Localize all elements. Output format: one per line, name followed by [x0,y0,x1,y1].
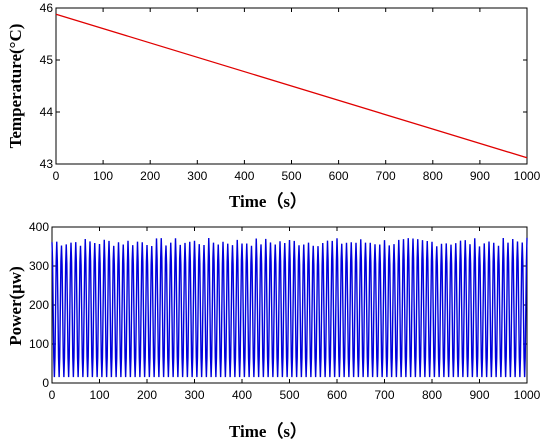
power-x-tick-label: 100 [89,388,109,402]
temperature-x-tick-label: 100 [93,169,113,183]
temperature-x-tick-label: 900 [470,169,490,183]
temperature-x-tick-label: 700 [376,169,396,183]
temperature-y-tick-label: 45 [40,53,54,67]
power-x-tick-label: 600 [327,388,347,402]
power-x-ticks: 0 100 200 300 400 500 600 700 800 900 1000 [49,227,541,402]
power-x-tick-label: 900 [469,388,489,402]
power-x-tick-label: 0 [49,388,56,402]
temperature-x-tick-label: 400 [234,169,254,183]
temperature-x-axis-label: Time（s） [229,191,307,211]
temperature-x-tick-label: 0 [53,169,60,183]
temperature-series [55,13,528,159]
power-x-tick-label: 500 [279,388,299,402]
temperature-x-tick-label: 200 [140,169,160,183]
power-x-tick-label: 700 [374,388,394,402]
temperature-y-tick-label: 43 [40,157,54,171]
temperature-series-line [55,13,528,159]
power-y-tick-label: 100 [29,337,49,351]
temperature-x-tick-label: 300 [187,169,207,183]
power-x-tick-label: 1000 [514,388,541,402]
power-x-tick-label: 300 [184,388,204,402]
power-y-tick-label: 0 [42,376,49,390]
temperature-x-tick-label: 500 [281,169,301,183]
power-x-tick-label: 800 [422,388,442,402]
temperature-y-tick-label: 44 [40,105,54,119]
temperature-y-axis-label: Temperature(°C) [6,24,25,149]
temperature-x-ticks: 0 100 200 300 400 500 600 700 800 900 1000 [53,8,541,183]
power-y-tick-label: 400 [29,220,49,234]
temperature-chart: 0 100 200 300 400 500 600 700 800 900 1000 4344454… [6,1,541,211]
temperature-y-tick-label: 46 [40,1,54,15]
temperature-y-ticks: 43 44 45 46 [40,1,527,171]
temperature-x-tick-label: 800 [423,169,443,183]
power-y-tick-label: 300 [29,259,49,273]
power-series-line [51,237,528,378]
power-chart: 0 100 200 300 400 500 600 700 800 900 1000 0 100 200… [6,220,541,441]
power-x-axis-label: Time（s） [229,421,307,441]
temperature-x-tick-label: 600 [329,169,349,183]
power-y-tick-label: 200 [29,298,49,312]
power-y-axis-label: Power(μw) [6,266,25,346]
power-series [51,237,528,378]
power-x-tick-label: 400 [232,388,252,402]
power-x-tick-label: 200 [137,388,157,402]
temperature-x-tick-label: 1000 [514,169,541,183]
